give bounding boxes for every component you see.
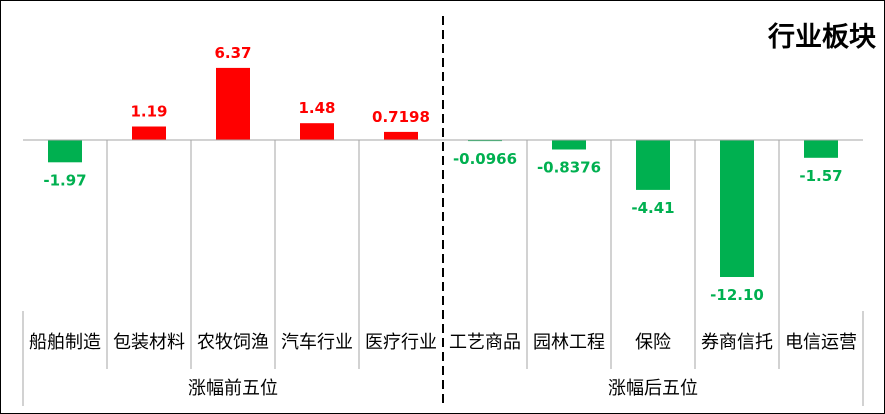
value-label-3: 6.37 xyxy=(214,44,251,62)
category-label-7: 园林工程 xyxy=(533,332,605,353)
bar-9 xyxy=(720,140,754,277)
bar-8 xyxy=(636,140,670,190)
category-label-5: 医疗行业 xyxy=(365,332,437,353)
bar-4 xyxy=(300,123,334,140)
bar-5 xyxy=(384,131,418,140)
value-label-1: -1.97 xyxy=(43,171,86,189)
value-label-2: 1.19 xyxy=(130,103,167,121)
category-label-1: 船舶制造 xyxy=(29,332,101,353)
value-label-10: -1.57 xyxy=(799,167,842,185)
bar-10 xyxy=(804,140,838,158)
bar-7 xyxy=(552,140,586,150)
value-label-5: 0.7198 xyxy=(372,108,430,126)
category-label-10: 电信运营 xyxy=(785,332,857,353)
value-label-6: -0.0966 xyxy=(453,150,517,168)
category-label-2: 包装材料 xyxy=(113,332,185,353)
value-label-7: -0.8376 xyxy=(537,159,601,177)
value-label-8: -4.41 xyxy=(631,199,674,217)
chart-title: 行业板块 xyxy=(768,22,876,53)
bar-1 xyxy=(48,140,82,163)
bar-3 xyxy=(216,67,250,140)
category-label-4: 汽车行业 xyxy=(281,332,353,353)
group-label-1: 涨幅前五位 xyxy=(188,378,278,399)
category-label-3: 农牧饲渔 xyxy=(197,332,269,353)
category-label-6: 工艺商品 xyxy=(449,332,521,353)
category-label-8: 保险 xyxy=(635,332,671,353)
bar-2 xyxy=(132,126,166,140)
value-label-4: 1.48 xyxy=(298,99,335,117)
group-label-2: 涨幅后五位 xyxy=(608,378,698,399)
bar-6 xyxy=(468,140,502,142)
category-label-9: 券商信托 xyxy=(701,332,773,353)
value-label-9: -12.10 xyxy=(710,286,764,304)
